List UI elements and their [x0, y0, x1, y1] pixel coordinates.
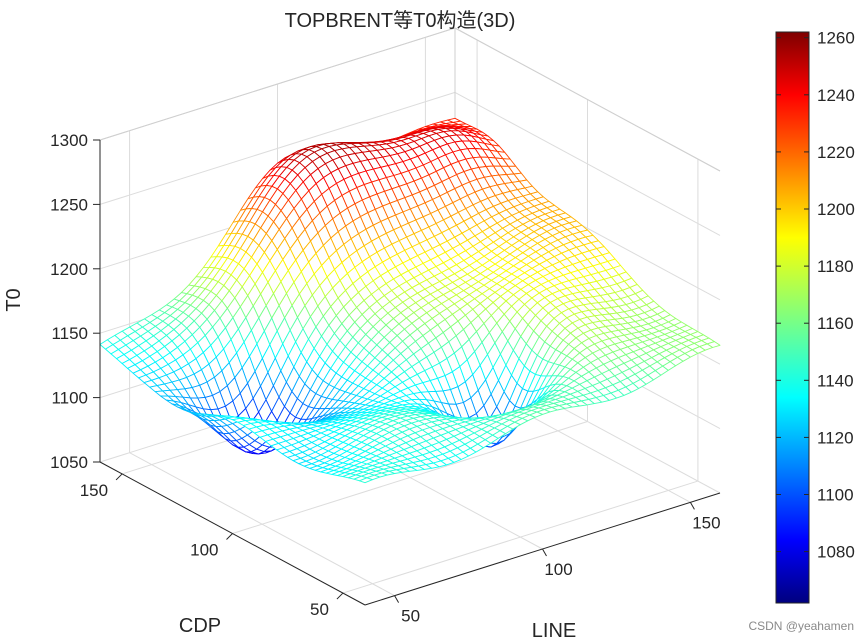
colorbar — [775, 31, 810, 604]
colorbar-tick-label: 1120 — [817, 428, 854, 447]
wall-grid-line — [454, 91, 721, 236]
y-tick — [226, 533, 233, 540]
z-tick-label: 1300 — [50, 131, 88, 150]
colorbar-tick-label: 1100 — [817, 486, 854, 505]
y-tick — [336, 592, 344, 600]
y-tick-label: 150 — [80, 481, 108, 500]
x-tick-label: 100 — [544, 560, 572, 579]
x-axis-label: LINE — [532, 620, 576, 641]
watermark: CSDN @yeahamen — [748, 619, 854, 633]
colorbar-tick-label: 1200 — [817, 200, 855, 219]
x-tick — [394, 595, 400, 603]
surface-mesh — [99, 117, 721, 484]
y-tick-label: 50 — [310, 600, 329, 619]
mesh-cell — [359, 477, 373, 484]
z-axis-label: T0 — [3, 288, 25, 311]
floor-grid-line — [342, 480, 699, 594]
colorbar-tick-label: 1240 — [817, 86, 855, 105]
chart-title: TOPBRENT等T0构造(3D) — [285, 9, 516, 32]
x-tick — [542, 548, 547, 557]
colorbar-tick-label: 1140 — [817, 371, 854, 390]
x-tick-label: 50 — [401, 607, 420, 626]
colorbar-tick-label: 1160 — [817, 314, 854, 333]
x-tick-label: 150 — [692, 513, 720, 532]
z-tick-label: 1100 — [51, 389, 88, 408]
colorbar-tick-label: 1180 — [817, 257, 854, 276]
x-tick — [689, 502, 695, 510]
colorbar-tick-label: 1080 — [817, 543, 855, 562]
floor-grid-line — [232, 421, 588, 534]
colorbar-tick-label: 1260 — [817, 29, 855, 48]
z-tick-label: 1250 — [50, 195, 88, 214]
y-axis-label: CDP — [179, 615, 221, 637]
z-tick-label: 1050 — [50, 453, 88, 472]
y-tick — [115, 473, 123, 481]
wall-grid-line — [99, 91, 456, 205]
z-tick-label: 1150 — [51, 324, 88, 343]
box-edge — [454, 27, 721, 172]
y-tick-label: 100 — [190, 541, 218, 560]
axes-frame: 50 100 150 50 100 150 1050 1100 1150 1200 1250 1300 — [50, 131, 720, 626]
colorbar-tick-label: 1220 — [817, 143, 855, 162]
colorbar-ticks: 1080 1100 1120 1140 1160 1180 1200 1220 1240 1260 — [776, 29, 855, 562]
z-tick-label: 1200 — [50, 260, 88, 279]
box-edge — [99, 27, 456, 141]
